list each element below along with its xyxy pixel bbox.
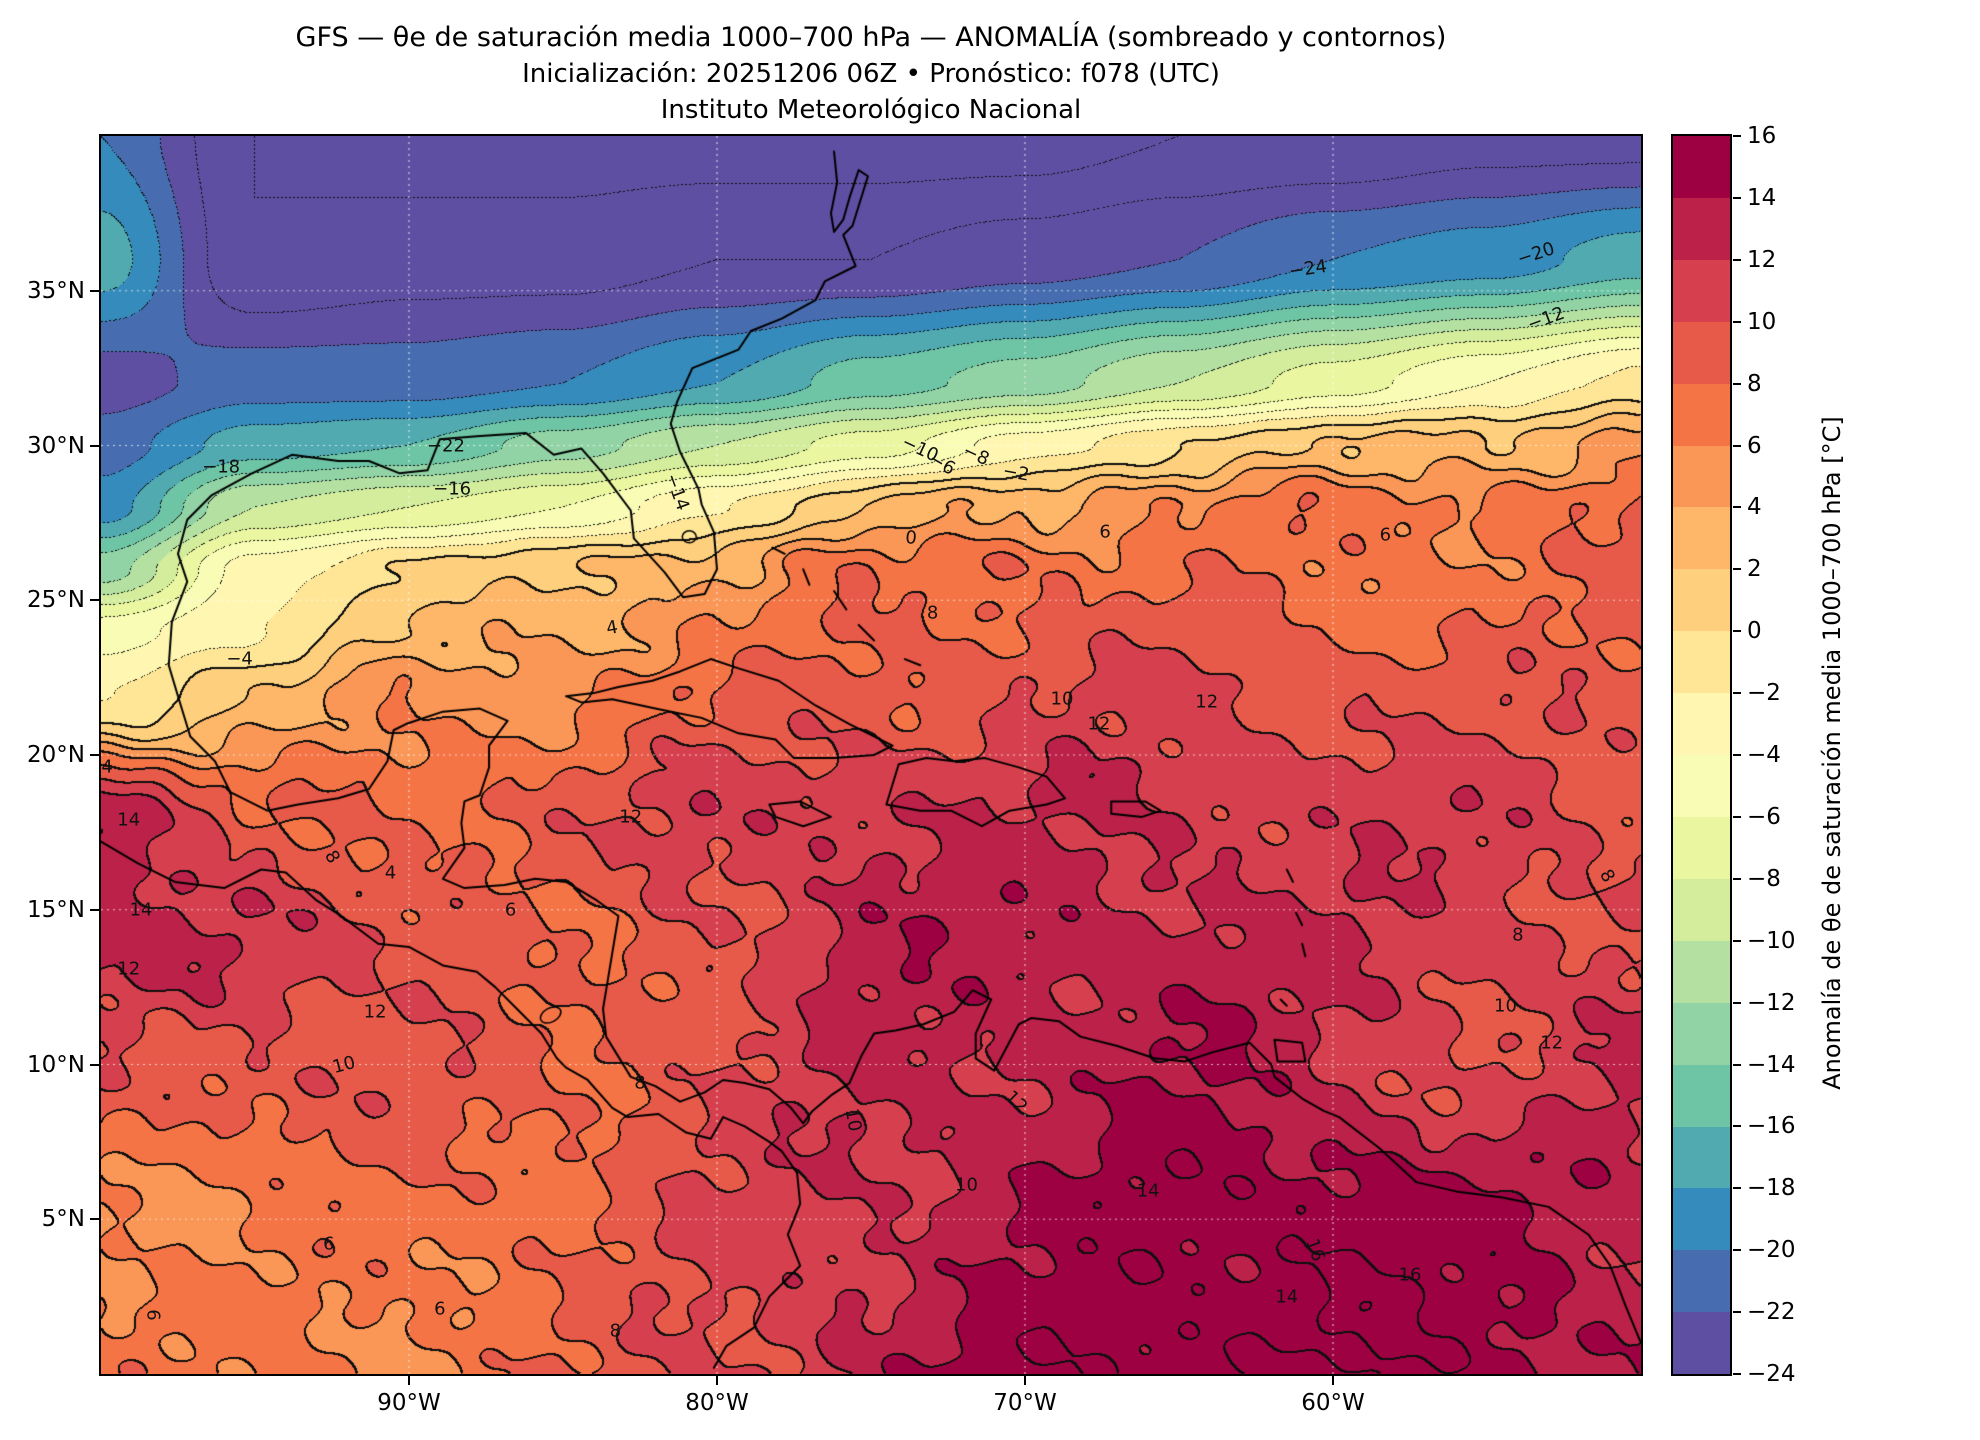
- colorbar-band: [1673, 693, 1730, 756]
- colorbar-tick-label: −2: [1747, 680, 1781, 707]
- colorbar-tick-mark: [1733, 1001, 1741, 1004]
- colorbar-tick-label: −4: [1747, 742, 1781, 768]
- y-tick-mark: [90, 444, 99, 447]
- colorbar-band: [1673, 940, 1730, 1003]
- colorbar-band: [1673, 1312, 1730, 1375]
- y-tick-mark: [90, 289, 99, 292]
- colorbar-tick-mark: [1733, 939, 1741, 942]
- x-tick-label: 60°W: [1301, 1390, 1365, 1416]
- colorbar-tick-label: 16: [1747, 123, 1777, 149]
- colorbar-tick-mark: [1733, 444, 1741, 447]
- chart-title: GFS — θe de saturación media 1000–700 hP…: [295, 22, 1447, 53]
- colorbar-tick-mark: [1733, 630, 1741, 633]
- colorbar-band: [1673, 1126, 1730, 1189]
- colorbar-band: [1673, 1188, 1730, 1251]
- colorbar-band: [1673, 445, 1730, 508]
- y-tick-label: 10°N: [27, 1051, 85, 1078]
- x-tick-label: 70°W: [993, 1390, 1057, 1416]
- colorbar-tick-mark: [1733, 135, 1741, 137]
- x-tick-label: 80°W: [685, 1390, 749, 1416]
- colorbar-band: [1673, 816, 1730, 879]
- colorbar-band: [1673, 383, 1730, 446]
- colorbar-tick-label: 10: [1747, 308, 1777, 335]
- colorbar-tick-label: 0: [1747, 618, 1762, 645]
- x-tick-label: 90°W: [377, 1390, 441, 1416]
- y-tick-label: 25°N: [27, 587, 85, 614]
- colorbar-tick-label: 12: [1747, 246, 1777, 273]
- colorbar-tick-mark: [1733, 1063, 1741, 1066]
- colorbar-tick-label: −14: [1747, 1051, 1796, 1078]
- colorbar-band: [1673, 259, 1730, 322]
- colorbar-tick-label: −10: [1747, 927, 1796, 954]
- colorbar-tick-mark: [1733, 754, 1741, 756]
- colorbar-tick-mark: [1733, 692, 1741, 695]
- colorbar-band: [1673, 136, 1730, 198]
- colorbar-tick-label: 8: [1747, 370, 1762, 397]
- map-plot-area: −24 −20 −12 −22 −18 −16 −14 −10 −8 −6 −2 0 6 6 4 8 10 12 1…: [99, 134, 1643, 1376]
- colorbar-tick-label: 6: [1747, 432, 1762, 459]
- colorbar-tick-mark: [1733, 1187, 1741, 1190]
- colorbar-tick-mark: [1733, 320, 1741, 323]
- colorbar-band: [1673, 755, 1730, 817]
- colorbar-tick-mark: [1733, 196, 1741, 199]
- colorbar-tick-label: −24: [1747, 1361, 1796, 1387]
- y-tick-label: 20°N: [27, 742, 85, 768]
- y-tick-mark: [90, 599, 99, 602]
- colorbar-tick-mark: [1733, 1125, 1741, 1128]
- colorbar-band: [1673, 1250, 1730, 1313]
- colorbar-tick-mark: [1733, 1311, 1741, 1314]
- x-tick-mark: [1332, 1376, 1334, 1385]
- x-tick-mark: [1024, 1376, 1026, 1385]
- colorbar-band: [1673, 569, 1730, 632]
- colorbar-label: Anomalía de θe de saturación media 1000–…: [1818, 416, 1846, 1090]
- y-tick-mark: [90, 754, 99, 756]
- y-tick-label: 35°N: [27, 277, 85, 304]
- y-tick-mark: [90, 1218, 99, 1221]
- colorbar-tick-label: −8: [1747, 865, 1781, 892]
- colorbar-tick-mark: [1733, 258, 1741, 261]
- colorbar-tick-label: −6: [1747, 803, 1781, 830]
- colorbar-tick-mark: [1733, 1373, 1741, 1375]
- colorbar-band: [1673, 321, 1730, 384]
- map-canvas: [101, 136, 1641, 1374]
- colorbar-tick-label: −18: [1747, 1175, 1796, 1202]
- colorbar-tick-mark: [1733, 568, 1741, 571]
- colorbar-tick-mark: [1733, 1249, 1741, 1252]
- y-tick-label: 15°N: [27, 896, 85, 923]
- colorbar-band: [1673, 507, 1730, 570]
- colorbar-tick-label: −20: [1747, 1237, 1796, 1264]
- colorbar-band: [1673, 878, 1730, 941]
- colorbar-tick-mark: [1733, 877, 1741, 880]
- y-tick-mark: [90, 908, 99, 911]
- x-tick-mark: [408, 1376, 410, 1385]
- colorbar-tick-label: 2: [1747, 556, 1762, 583]
- y-tick-mark: [90, 1063, 99, 1066]
- colorbar-tick-mark: [1733, 815, 1741, 818]
- colorbar-band: [1673, 631, 1730, 694]
- chart-institution: Instituto Meteorológico Nacional: [660, 95, 1082, 125]
- colorbar: [1671, 134, 1732, 1376]
- colorbar-band: [1673, 1064, 1730, 1127]
- colorbar-tick-mark: [1733, 382, 1741, 385]
- y-tick-label: 5°N: [41, 1206, 85, 1233]
- colorbar-tick-label: 14: [1747, 184, 1777, 211]
- chart-subtitle: Inicialización: 20251206 06Z • Pronóstic…: [522, 59, 1220, 89]
- colorbar-tick-label: −12: [1747, 989, 1796, 1016]
- x-tick-mark: [716, 1376, 718, 1385]
- colorbar-tick-label: −22: [1747, 1299, 1796, 1326]
- colorbar-band: [1673, 197, 1730, 260]
- colorbar-tick-label: −16: [1747, 1113, 1796, 1140]
- y-tick-label: 30°N: [27, 432, 85, 459]
- colorbar-band: [1673, 1002, 1730, 1065]
- colorbar-tick-label: 4: [1747, 494, 1762, 521]
- titles: GFS — θe de saturación media 1000–700 hP…: [101, 20, 1641, 128]
- colorbar-tick-mark: [1733, 506, 1741, 509]
